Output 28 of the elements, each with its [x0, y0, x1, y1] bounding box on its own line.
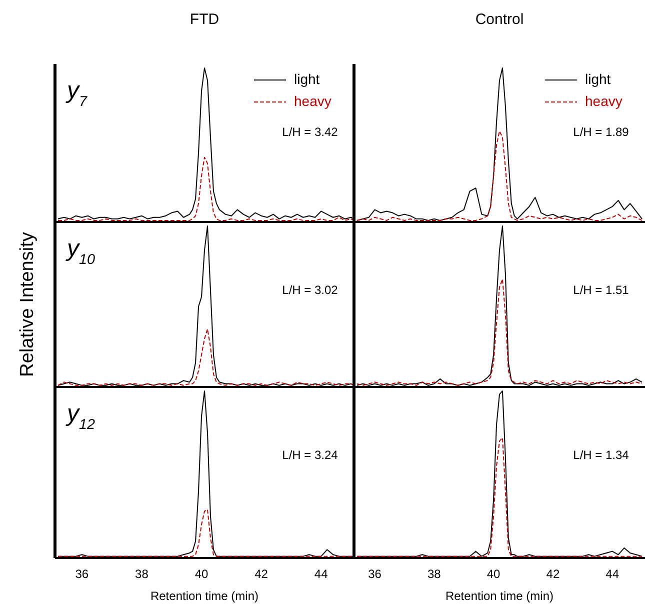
annotation: L/H = 3.02 — [282, 283, 338, 297]
annotation: L/H = 1.51 — [573, 283, 630, 297]
legend-label: heavy — [294, 93, 332, 109]
x-tick-label: 44 — [606, 567, 620, 581]
x-tick-label: 38 — [427, 567, 442, 581]
text: y$_{12}$ — [65, 400, 96, 433]
x-axis-title: Retention time (min) — [150, 589, 259, 603]
annotation: L/H = 3.42 — [282, 125, 338, 139]
chart-title: FTD — [190, 11, 220, 28]
annotation: L/H = 1.34 — [573, 448, 630, 462]
legend-label: light — [294, 71, 320, 87]
annotation: L/H = 3.24 — [282, 448, 338, 462]
x-tick-label: 36 — [368, 567, 382, 581]
x-axis-title: Retention time (min) — [445, 589, 554, 603]
x-tick-label: 42 — [546, 567, 560, 581]
x-tick-label: 40 — [194, 567, 209, 581]
legend-label: light — [585, 71, 611, 87]
x-tick-label: 44 — [314, 567, 328, 581]
legend-label: heavy — [585, 93, 622, 109]
x-tick-label: 42 — [254, 567, 268, 581]
x-tick-label: 38 — [135, 567, 149, 581]
x-tick-label: 36 — [75, 567, 89, 581]
x-tick-label: 40 — [486, 567, 501, 581]
text: y$_{7}$ — [65, 77, 88, 110]
annotation: L/H = 1.89 — [573, 125, 630, 139]
text: y$_{10}$ — [65, 235, 96, 268]
y-axis-title: Relative Intensity — [17, 232, 38, 377]
chart-title: Control — [475, 11, 524, 28]
